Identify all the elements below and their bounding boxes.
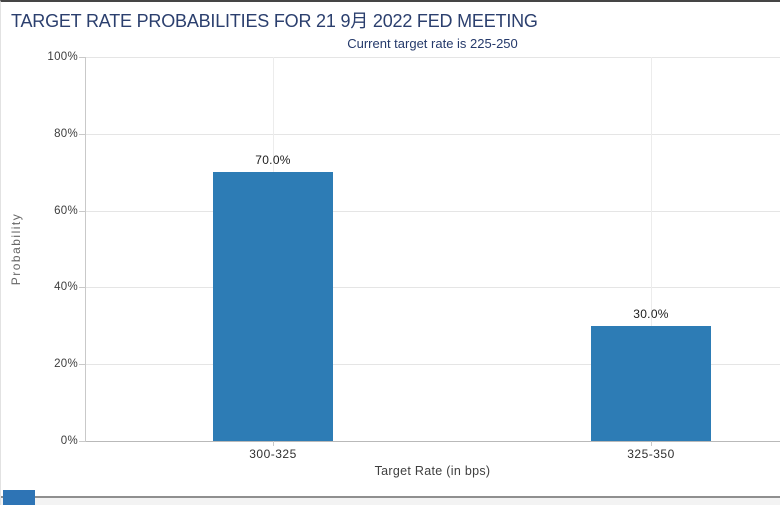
x-tick-mark <box>273 441 274 446</box>
y-tick-mark <box>79 364 86 366</box>
y-gridline <box>86 57 780 58</box>
y-gridline <box>86 133 780 135</box>
y-tick-mark <box>79 441 86 442</box>
x-category-label: 325-350 <box>627 447 675 461</box>
y-tick-mark <box>79 210 86 212</box>
bar-value-label: 30.0% <box>633 307 669 321</box>
y-tick-label: 60% <box>54 204 78 217</box>
probability-bar[interactable] <box>591 326 711 441</box>
y-gridline <box>86 287 780 289</box>
y-gridline <box>86 210 780 212</box>
chart-title: TARGET RATE PROBABILITIES FOR 21 9月 2022… <box>11 11 538 31</box>
y-tick-mark <box>79 287 86 289</box>
y-axis-title: Probability <box>9 212 23 286</box>
x-tick-mark <box>651 441 652 446</box>
x-category-label: 300-325 <box>249 447 297 461</box>
bar-value-label: 70.0% <box>255 153 291 167</box>
probability-bar[interactable] <box>213 172 333 441</box>
cropped-blue-element <box>3 490 35 505</box>
plot-area: 0% 20% 40% 60% 80% 100% 70.0% 300-325 30.0% 325-3… <box>47 51 780 461</box>
y-tick-label: 80% <box>54 127 78 140</box>
chart-subtitle: Current target rate is 225-250 <box>347 36 518 51</box>
y-tick-label: 0% <box>60 435 78 447</box>
x-axis-title: Target Rate (in bps) <box>374 464 491 478</box>
y-tick-mark <box>79 57 86 58</box>
y-tick-mark <box>79 133 86 135</box>
x-gridline <box>651 57 652 441</box>
y-tick-label: 20% <box>54 358 78 371</box>
footer-divider-strip <box>1 496 780 505</box>
y-tick-label: 100% <box>47 51 78 63</box>
y-tick-label: 40% <box>54 281 78 294</box>
y-gridline <box>86 364 780 366</box>
